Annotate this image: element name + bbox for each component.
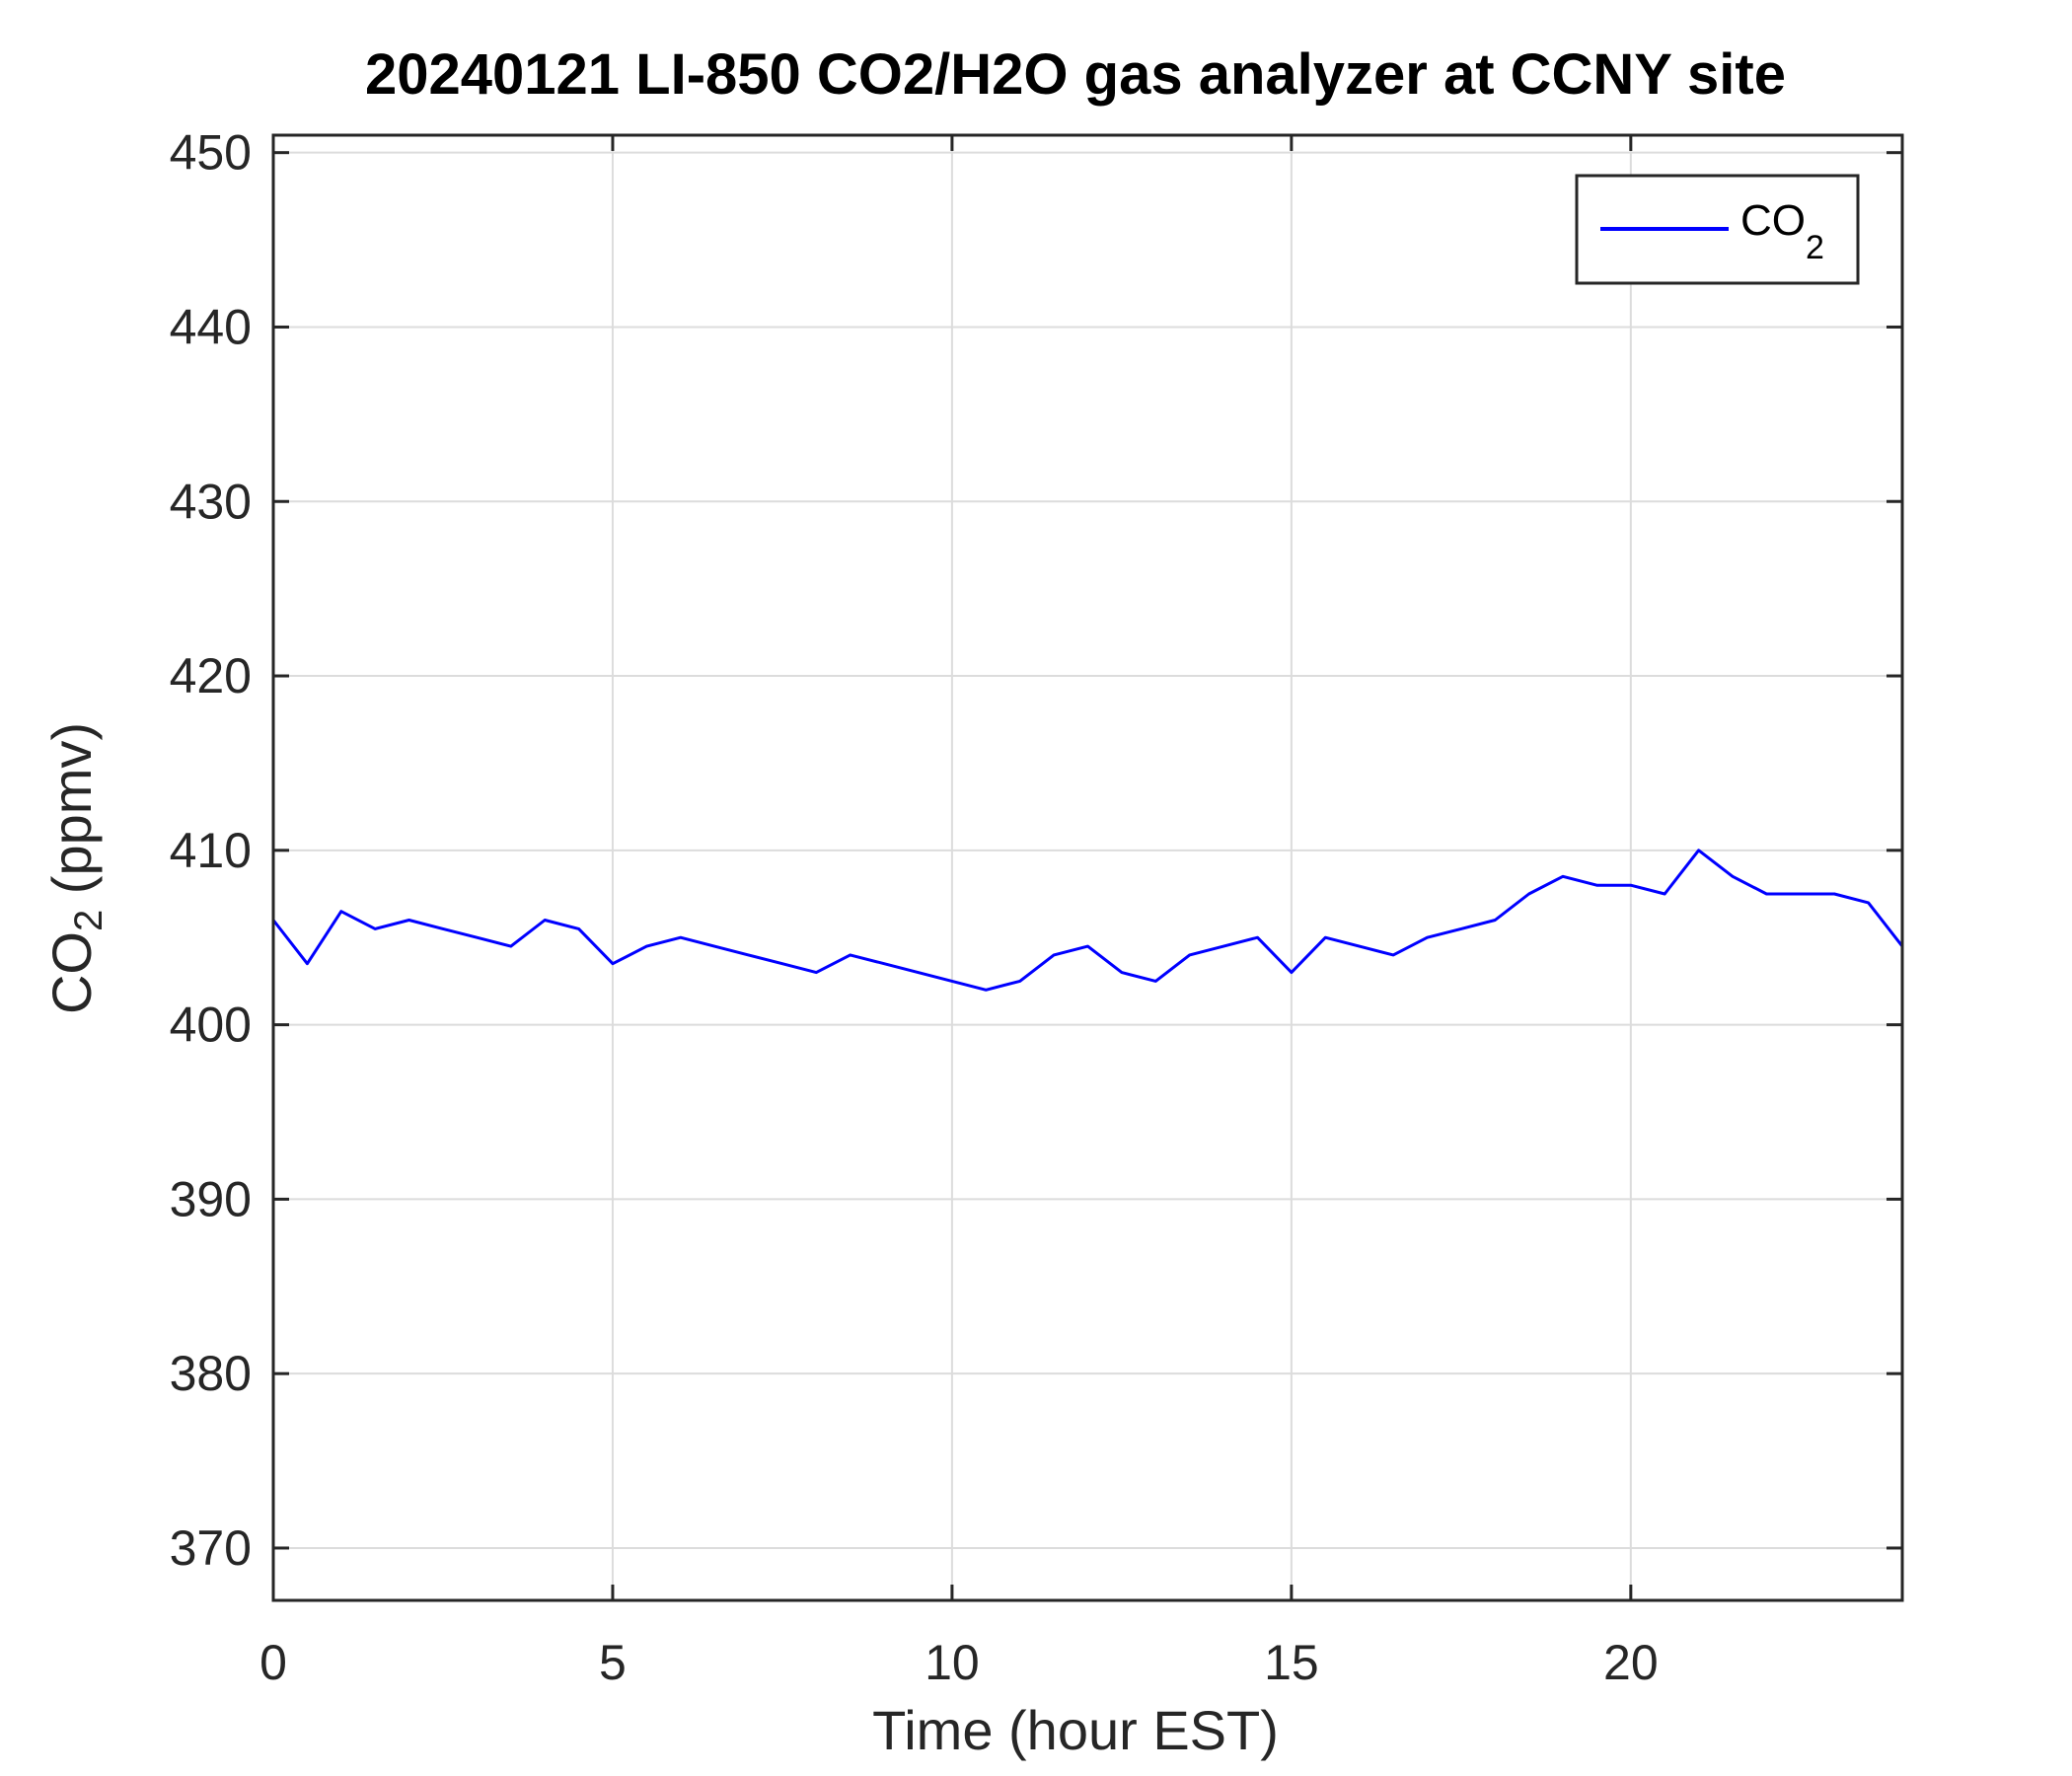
data-point (1154, 980, 1157, 983)
data-point (476, 936, 479, 939)
y-tick-label: 380 (170, 1346, 252, 1401)
y-tick-label: 370 (170, 1520, 252, 1576)
data-point (1867, 901, 1870, 905)
data-point (339, 910, 342, 913)
data-point (882, 962, 886, 965)
y-tick-label: 420 (170, 648, 252, 703)
data-point (1664, 892, 1666, 896)
data-point (1494, 919, 1497, 922)
y-tick-label: 410 (170, 823, 252, 878)
x-tick-label: 20 (1603, 1635, 1659, 1690)
y-axis-label: CO2 (ppmv) (40, 722, 111, 1014)
data-point (1188, 953, 1191, 957)
x-axis-label: Time (hour EST) (872, 1699, 1279, 1761)
data-point (1256, 936, 1259, 939)
y-tick-labels: 370 380 390 400 410 420 430 440 450 (170, 125, 252, 1576)
data-point (306, 962, 309, 965)
y-tick-label: 450 (170, 125, 252, 181)
x-tick-label: 15 (1264, 1635, 1319, 1690)
y-tick-label: 400 (170, 998, 252, 1053)
data-point (1120, 971, 1124, 974)
y-axis-label-unit: (ppmv) (40, 722, 103, 910)
data-point (374, 927, 377, 930)
data-point (577, 927, 580, 930)
data-point (780, 962, 784, 965)
legend-label-main: CO (1740, 196, 1806, 245)
y-tick-label: 440 (170, 299, 252, 354)
data-point (679, 936, 682, 939)
data-point (441, 927, 445, 930)
data-point (712, 944, 716, 948)
data-point (1561, 875, 1565, 878)
data-point (1629, 884, 1633, 887)
y-tick-label: 390 (170, 1171, 252, 1226)
legend: CO2 (1575, 174, 1860, 285)
data-point (544, 919, 547, 922)
series-layer (271, 849, 1904, 992)
y-tick-label: 430 (170, 474, 252, 529)
data-point (509, 944, 512, 948)
data-point (1358, 944, 1361, 948)
data-point (1290, 971, 1294, 974)
data-point (917, 971, 920, 974)
data-point (815, 971, 818, 974)
data-point (849, 953, 851, 957)
data-point (1391, 953, 1395, 957)
data-point (1595, 884, 1598, 887)
x-tick-labels: 0 5 10 15 20 (259, 1635, 1659, 1690)
y-axis-label-main: CO (40, 931, 103, 1014)
plot-frame (271, 133, 1904, 1602)
tick-marks (271, 135, 1902, 1600)
x-tick-label: 5 (599, 1635, 627, 1690)
data-point (747, 953, 750, 957)
legend-label-subscript: 2 (1806, 229, 1824, 266)
data-point (1833, 892, 1836, 896)
data-point (611, 962, 615, 965)
x-tick-label: 0 (259, 1635, 287, 1690)
data-point (950, 980, 954, 983)
data-point (1086, 944, 1089, 948)
legend-label: CO2 (1740, 196, 1824, 266)
data-point (1052, 953, 1056, 957)
data-point (1018, 980, 1021, 983)
grid-lines (273, 135, 1902, 1600)
x-tick-label: 10 (925, 1635, 980, 1690)
data-point (985, 989, 988, 992)
data-point (407, 919, 410, 922)
chart-title: 20240121 LI-850 CO2/H2O gas analyzer at … (365, 42, 1786, 107)
data-point (1459, 927, 1463, 930)
data-point (1527, 892, 1530, 896)
data-point (1765, 892, 1768, 896)
data-point (1426, 936, 1429, 939)
data-point (1731, 875, 1735, 878)
y-axis-label-subscript: 2 (67, 910, 111, 931)
data-point (1221, 944, 1225, 948)
data-point (1697, 849, 1700, 851)
data-point (1324, 936, 1327, 939)
data-point (645, 944, 648, 948)
data-point (1799, 892, 1803, 896)
